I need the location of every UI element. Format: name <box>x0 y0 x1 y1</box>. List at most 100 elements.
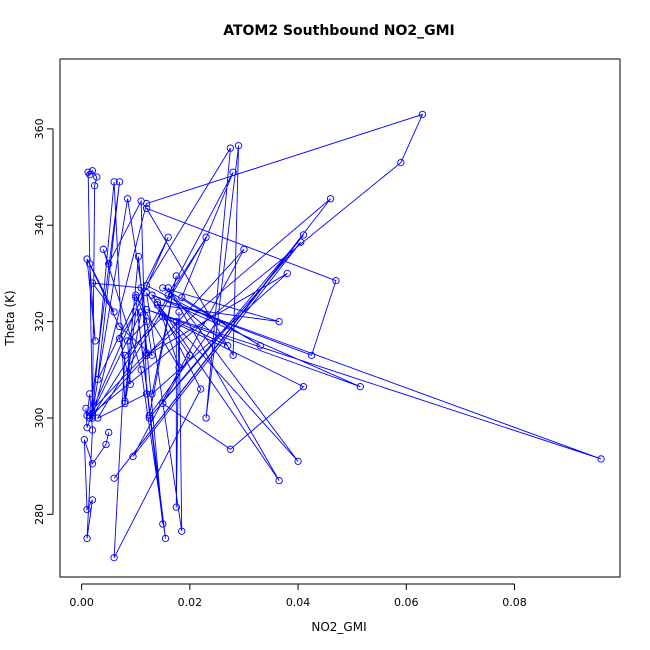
data-point <box>88 496 97 504</box>
data-point <box>256 342 264 350</box>
data-point <box>110 308 118 316</box>
data-point <box>326 195 335 203</box>
data-point <box>213 317 221 326</box>
data-point <box>294 457 302 465</box>
data-point <box>283 269 291 278</box>
data-point <box>153 298 162 306</box>
data-point <box>164 284 172 292</box>
data-point <box>84 168 92 176</box>
data-point <box>172 272 180 280</box>
data-point <box>142 204 151 213</box>
data-point <box>202 414 210 422</box>
data-point <box>86 170 94 179</box>
data-point <box>110 474 118 482</box>
data-point <box>132 308 140 316</box>
data-point <box>142 351 151 359</box>
data-point <box>164 291 172 299</box>
data-point <box>110 178 118 186</box>
data-point <box>86 260 94 268</box>
data-point <box>297 238 305 246</box>
data-point <box>142 305 151 314</box>
data-point <box>99 245 107 253</box>
data-point <box>175 308 183 316</box>
data-point <box>90 182 99 190</box>
data-point <box>197 385 205 393</box>
data-point <box>142 289 151 297</box>
data-point <box>275 317 283 326</box>
data-point <box>175 363 183 372</box>
y-axis: 280 300 320 340 360 <box>33 118 54 525</box>
x-axis-label: NO2_GMI <box>311 620 366 634</box>
data-point <box>137 366 145 374</box>
data-point <box>88 460 97 468</box>
data-point <box>102 440 110 449</box>
data-point <box>83 411 91 420</box>
data-point <box>356 383 364 391</box>
data-point <box>397 158 405 167</box>
chart-title: ATOM2 Southbound NO2_GMI <box>223 23 455 39</box>
x-tick-label: 0.00 <box>69 596 94 609</box>
data-point <box>132 293 140 302</box>
x-tick-label: 0.06 <box>394 596 419 609</box>
series-layer <box>80 110 605 562</box>
data-point <box>148 390 156 398</box>
x-axis: 0.00 0.02 0.04 0.06 0.08 <box>69 583 527 609</box>
data-point <box>240 245 248 253</box>
data-point <box>153 301 162 309</box>
x-tick-label: 0.08 <box>502 596 527 609</box>
data-point <box>299 383 308 391</box>
data-point <box>93 173 101 181</box>
data-point <box>172 503 180 511</box>
data-point <box>86 390 94 398</box>
data-point <box>115 178 124 186</box>
data-point <box>159 399 167 408</box>
x-tick-label: 0.02 <box>178 596 203 609</box>
data-point <box>137 197 145 205</box>
data-point <box>307 351 316 359</box>
data-point <box>275 476 283 485</box>
y-axis-label: Theta (K) <box>3 290 17 346</box>
data-point <box>597 455 605 463</box>
data-point <box>159 284 167 292</box>
data-point <box>234 142 243 150</box>
data-point <box>159 520 167 528</box>
data-point <box>132 291 140 299</box>
data-point <box>88 279 97 287</box>
data-point <box>88 426 97 434</box>
data-point <box>178 293 186 302</box>
data-point <box>126 380 134 388</box>
data-point <box>229 168 237 176</box>
data-point <box>121 397 129 405</box>
data-point <box>83 534 91 543</box>
data-point <box>91 337 99 345</box>
data-point <box>418 110 427 119</box>
y-tick-label: 360 <box>33 118 46 139</box>
data-point <box>145 414 153 422</box>
data-point <box>172 317 180 326</box>
data-point <box>134 252 143 261</box>
y-tick-label: 300 <box>33 407 46 428</box>
data-point <box>145 411 153 420</box>
data-point <box>226 144 235 152</box>
data-point <box>178 527 186 535</box>
data-point <box>82 404 90 412</box>
data-point <box>186 351 194 359</box>
data-point <box>123 195 132 203</box>
data-point <box>83 505 91 514</box>
data-point <box>229 351 237 359</box>
data-point <box>123 337 132 345</box>
data-point <box>142 281 151 290</box>
y-tick-label: 280 <box>33 504 46 525</box>
x-tick-label: 0.04 <box>286 596 311 609</box>
data-point <box>226 445 235 453</box>
data-point <box>105 428 113 437</box>
data-point <box>105 260 113 268</box>
y-tick-label: 340 <box>33 215 46 236</box>
plot-area <box>59 58 621 578</box>
data-point <box>224 342 232 350</box>
data-point <box>159 313 167 321</box>
data-point <box>332 277 340 285</box>
data-point <box>115 322 124 331</box>
